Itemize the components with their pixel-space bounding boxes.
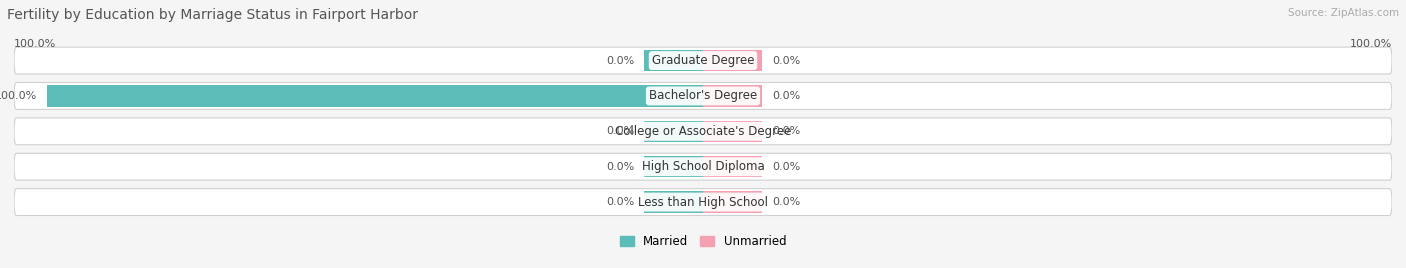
FancyBboxPatch shape — [14, 47, 1392, 74]
Text: 0.0%: 0.0% — [772, 126, 800, 136]
Text: Source: ZipAtlas.com: Source: ZipAtlas.com — [1288, 8, 1399, 18]
Text: 100.0%: 100.0% — [14, 39, 56, 49]
Bar — [703, 121, 762, 142]
Text: 0.0%: 0.0% — [772, 91, 800, 101]
FancyBboxPatch shape — [14, 118, 1392, 145]
Bar — [703, 85, 762, 107]
Bar — [644, 121, 703, 142]
Text: Graduate Degree: Graduate Degree — [652, 54, 754, 67]
Legend: Married, Unmarried: Married, Unmarried — [614, 230, 792, 253]
Text: Bachelor's Degree: Bachelor's Degree — [650, 90, 756, 102]
Bar — [703, 191, 762, 213]
FancyBboxPatch shape — [14, 153, 1392, 180]
Text: 0.0%: 0.0% — [606, 55, 634, 66]
Text: 0.0%: 0.0% — [772, 197, 800, 207]
Text: Less than High School: Less than High School — [638, 196, 768, 209]
Text: 100.0%: 100.0% — [1350, 39, 1392, 49]
Bar — [644, 191, 703, 213]
Text: Fertility by Education by Marriage Status in Fairport Harbor: Fertility by Education by Marriage Statu… — [7, 8, 418, 22]
Bar — [703, 50, 762, 71]
Text: 0.0%: 0.0% — [606, 126, 634, 136]
Text: 0.0%: 0.0% — [772, 55, 800, 66]
Text: 100.0%: 100.0% — [0, 91, 37, 101]
Bar — [703, 156, 762, 177]
FancyBboxPatch shape — [14, 83, 1392, 109]
Text: 0.0%: 0.0% — [772, 162, 800, 172]
Text: 0.0%: 0.0% — [606, 162, 634, 172]
FancyBboxPatch shape — [14, 189, 1392, 215]
Bar — [644, 50, 703, 71]
Text: 0.0%: 0.0% — [606, 197, 634, 207]
Bar — [46, 85, 703, 107]
Text: High School Diploma: High School Diploma — [641, 160, 765, 173]
Bar — [644, 156, 703, 177]
Text: College or Associate's Degree: College or Associate's Degree — [614, 125, 792, 138]
